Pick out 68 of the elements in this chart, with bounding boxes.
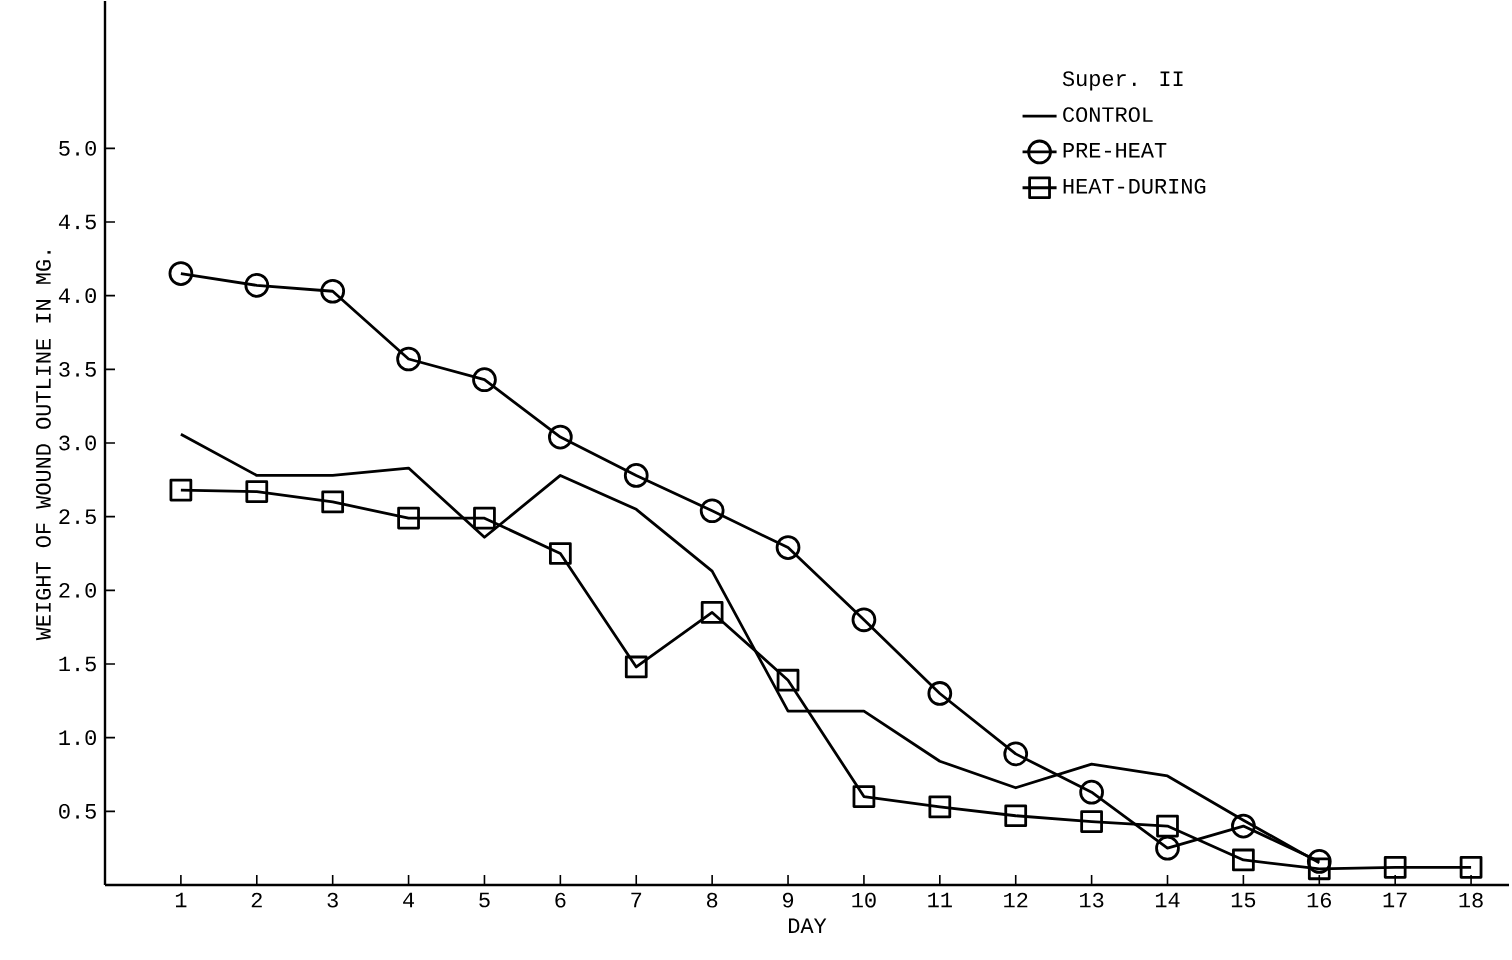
x-tick-label: 12 — [1004, 892, 1028, 908]
x-tick-label: 10 — [852, 892, 876, 908]
x-axis-title: DAY — [789, 918, 827, 934]
y-tick-label: 2.5 — [59, 509, 96, 525]
point — [320, 278, 346, 304]
point — [1080, 810, 1103, 834]
point — [852, 785, 876, 808]
y-axis-title: WEIGHT OF WOUND OUTLINE IN MG. — [35, 251, 51, 641]
legend-label: HEAT-DURING — [1063, 178, 1206, 194]
point — [244, 272, 270, 298]
x-tick-label: 3 — [327, 892, 338, 908]
point — [396, 346, 421, 372]
y-tick-label: 3.5 — [59, 361, 96, 377]
y-tick-label: 2.0 — [59, 582, 96, 598]
point — [624, 655, 648, 679]
point — [928, 795, 952, 819]
y-tick-label: 3.0 — [59, 435, 96, 451]
y-tick-label: 0.5 — [59, 803, 96, 819]
point — [1079, 779, 1104, 805]
x-tick-label: 17 — [1383, 892, 1407, 908]
x-tick-label: 1 — [175, 892, 187, 908]
point — [1155, 835, 1180, 861]
y-tick-label: 1.5 — [59, 656, 96, 672]
point — [1459, 855, 1483, 879]
legend-title: Super. II — [1062, 71, 1183, 91]
point — [321, 490, 345, 514]
point — [775, 535, 801, 560]
x-tick-label: 2 — [251, 892, 262, 908]
x-tick-label: 14 — [1155, 892, 1180, 908]
point — [1307, 857, 1331, 881]
legend-label: CONTROL — [1063, 107, 1153, 123]
point — [472, 367, 497, 392]
point — [1383, 855, 1407, 879]
legend-label: PRE-HEAT — [1063, 143, 1167, 158]
point — [851, 607, 877, 633]
y-tick-label: 5.0 — [59, 140, 96, 156]
point — [169, 478, 193, 502]
point — [397, 506, 420, 530]
point — [1003, 741, 1029, 767]
point — [473, 506, 496, 530]
point — [548, 424, 573, 450]
x-tick-label: 4 — [403, 892, 415, 908]
x-tick-label: 8 — [707, 892, 718, 908]
point — [776, 668, 800, 692]
x-tick-label: 5 — [479, 892, 490, 908]
point — [1231, 813, 1256, 839]
point — [927, 681, 953, 706]
point — [1306, 849, 1332, 874]
point — [548, 542, 572, 565]
x-tick-label: 6 — [555, 892, 566, 908]
x-tick-label: 13 — [1080, 892, 1104, 908]
x-tick-label: 7 — [631, 892, 642, 908]
point — [168, 261, 194, 286]
point — [623, 463, 649, 488]
x-tick-label: 9 — [782, 892, 794, 908]
x-tick-label: 18 — [1459, 892, 1483, 908]
point — [1156, 814, 1179, 838]
x-tick-label: 11 — [928, 892, 952, 908]
point — [700, 601, 724, 624]
point — [699, 498, 725, 524]
x-tick-label: 16 — [1307, 892, 1331, 908]
point — [1004, 804, 1028, 828]
y-tick-label: 4.5 — [58, 214, 96, 230]
x-tick-label: 15 — [1231, 892, 1256, 908]
point — [245, 480, 269, 503]
point — [1232, 848, 1255, 872]
y-tick-label: 4.0 — [58, 288, 96, 304]
y-tick-label: 1.0 — [59, 730, 96, 746]
